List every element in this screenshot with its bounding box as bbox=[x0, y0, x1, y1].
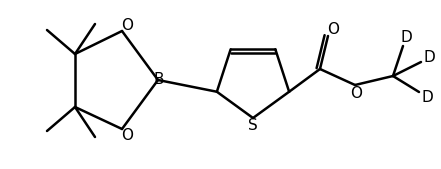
Text: O: O bbox=[121, 127, 133, 142]
Text: O: O bbox=[350, 87, 362, 102]
Text: D: D bbox=[423, 51, 435, 66]
Text: S: S bbox=[248, 118, 258, 134]
Text: B: B bbox=[154, 73, 164, 88]
Text: O: O bbox=[327, 21, 339, 37]
Text: D: D bbox=[421, 91, 433, 105]
Text: O: O bbox=[121, 18, 133, 32]
Text: D: D bbox=[400, 30, 412, 45]
